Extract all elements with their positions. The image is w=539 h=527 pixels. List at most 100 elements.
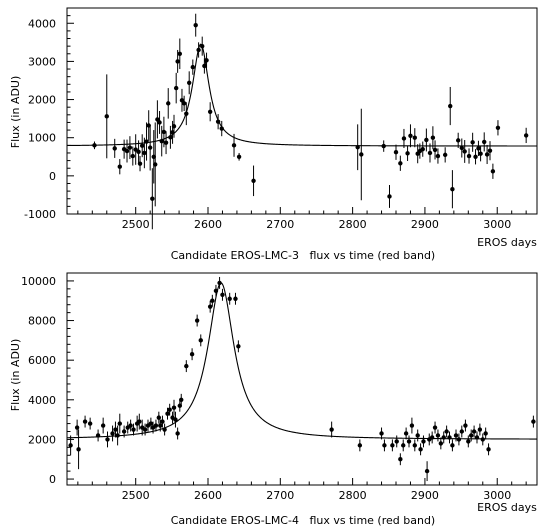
- data-point-lmc4: [394, 435, 399, 448]
- data-point-lmc4: [357, 439, 363, 452]
- data-point-lmc3: [92, 141, 97, 150]
- x-tick-label-lmc4: 2600: [194, 489, 222, 502]
- x-tick-label-lmc4: 2500: [122, 489, 150, 502]
- data-point-lmc3: [387, 185, 392, 208]
- y-tick-label-lmc3: 1000: [28, 132, 56, 145]
- caption-lmc3: Candidate EROS-LMC-3 flux vs time (red b…: [171, 249, 435, 262]
- data-point-lmc4: [82, 415, 88, 428]
- data-point-lmc4: [480, 433, 485, 446]
- x-tick-label-lmc3: 2600: [194, 218, 222, 231]
- data-point-lmc3: [408, 124, 413, 148]
- data-point-lmc4: [87, 417, 93, 430]
- fit-curve-lmc3: [66, 43, 537, 147]
- data-point-lmc3: [482, 132, 487, 152]
- y-tick-label-lmc3: 3000: [28, 55, 56, 68]
- data-point-lmc3: [484, 144, 490, 165]
- data-point-lmc3: [133, 134, 138, 165]
- data-point-lmc4: [379, 427, 384, 440]
- data-point-lmc4: [115, 425, 120, 446]
- data-point-lmc4: [474, 431, 480, 444]
- data-point-lmc3: [166, 88, 171, 119]
- data-point-lmc4: [471, 425, 477, 438]
- panel-lmc3: 2500 2600 2700 2800 2900 3000 -1000 0 1000 2000 30…: [9, 7, 538, 262]
- data-point-lmc4: [184, 360, 189, 373]
- data-point-lmc3: [405, 145, 410, 161]
- data-point-lmc4: [162, 423, 167, 436]
- y-tick-label-lmc3: 0: [49, 170, 56, 183]
- data-point-lmc3: [179, 88, 185, 112]
- caption-lmc4: Candidate EROS-LMC-4 flux vs time (red b…: [171, 514, 435, 527]
- data-point-lmc4: [175, 427, 180, 440]
- data-point-lmc3: [153, 122, 158, 207]
- data-point-lmc4: [406, 435, 412, 448]
- data-point-lmc3: [161, 116, 167, 148]
- data-point-lmc3: [415, 144, 420, 164]
- data-point-lmc3: [427, 143, 433, 163]
- data-point-lmc3: [236, 152, 242, 161]
- data-point-lmc3: [140, 134, 145, 158]
- data-point-lmc4: [236, 340, 241, 353]
- data-point-lmc3: [159, 125, 164, 157]
- data-point-lmc3: [420, 141, 425, 157]
- data-point-lmc4: [453, 429, 459, 442]
- data-point-lmc3: [144, 122, 149, 161]
- x-tick-label-lmc3: 2500: [122, 218, 150, 231]
- data-point-lmc4: [68, 435, 73, 456]
- data-points-lmc3: [92, 13, 529, 230]
- data-points-lmc4: [68, 276, 536, 482]
- data-point-lmc4: [74, 419, 80, 436]
- data-point-lmc3: [204, 52, 209, 68]
- data-point-lmc3: [104, 74, 109, 159]
- data-point-lmc4: [444, 425, 449, 438]
- data-point-lmc4: [121, 425, 127, 438]
- data-point-lmc4: [531, 415, 536, 428]
- plot-frame-lmc4: [66, 272, 538, 486]
- data-point-lmc3: [381, 140, 386, 152]
- data-point-lmc4: [137, 413, 142, 430]
- data-point-lmc4: [466, 435, 471, 448]
- data-point-lmc3: [117, 159, 122, 175]
- y-axis-label-lmc4: Flux (in ADU): [9, 339, 22, 412]
- data-point-lmc3: [435, 148, 441, 164]
- data-point-lmc3: [155, 100, 160, 139]
- data-point-lmc3: [193, 13, 198, 37]
- data-point-lmc4: [398, 453, 403, 466]
- data-point-lmc3: [412, 128, 417, 148]
- data-point-lmc3: [200, 36, 205, 56]
- data-point-lmc4: [153, 419, 159, 432]
- data-point-lmc4: [117, 413, 122, 434]
- data-point-lmc4: [227, 292, 232, 305]
- data-point-lmc3: [462, 139, 467, 163]
- data-point-lmc4: [409, 417, 415, 434]
- y-tick-label-lmc4: 10000: [21, 275, 56, 288]
- data-point-lmc3: [157, 111, 162, 134]
- data-point-lmc3: [455, 132, 461, 149]
- data-point-lmc3: [470, 132, 475, 152]
- data-point-lmc4: [403, 427, 409, 440]
- data-point-lmc4: [160, 415, 165, 428]
- data-point-lmc4: [131, 423, 136, 436]
- data-point-lmc3: [184, 102, 189, 126]
- data-point-lmc4: [469, 429, 474, 442]
- x-tick-label-lmc3: 2900: [411, 218, 439, 231]
- data-point-lmc4: [463, 419, 468, 432]
- x-axis-label-lmc3: EROS days: [477, 236, 537, 249]
- data-point-lmc3: [398, 155, 403, 171]
- data-point-lmc4: [421, 435, 426, 448]
- data-point-lmc4: [447, 431, 452, 444]
- data-point-lmc3: [181, 95, 187, 111]
- data-point-lmc4: [390, 439, 395, 452]
- data-point-lmc3: [219, 120, 224, 137]
- data-point-lmc3: [127, 136, 133, 160]
- data-point-lmc3: [207, 102, 213, 122]
- data-point-lmc3: [523, 127, 529, 144]
- data-point-lmc4: [156, 411, 162, 424]
- data-point-lmc3: [121, 139, 127, 159]
- data-point-lmc4: [110, 425, 115, 442]
- axis-ticks-lmc3: 2500 2600 2700 2800 2900 3000 -1000 0 1000 2000 30…: [24, 7, 527, 231]
- y-tick-label-lmc4: 8000: [28, 315, 56, 328]
- data-point-lmc4: [194, 314, 200, 327]
- data-point-lmc3: [359, 108, 364, 201]
- data-point-lmc4: [450, 439, 455, 452]
